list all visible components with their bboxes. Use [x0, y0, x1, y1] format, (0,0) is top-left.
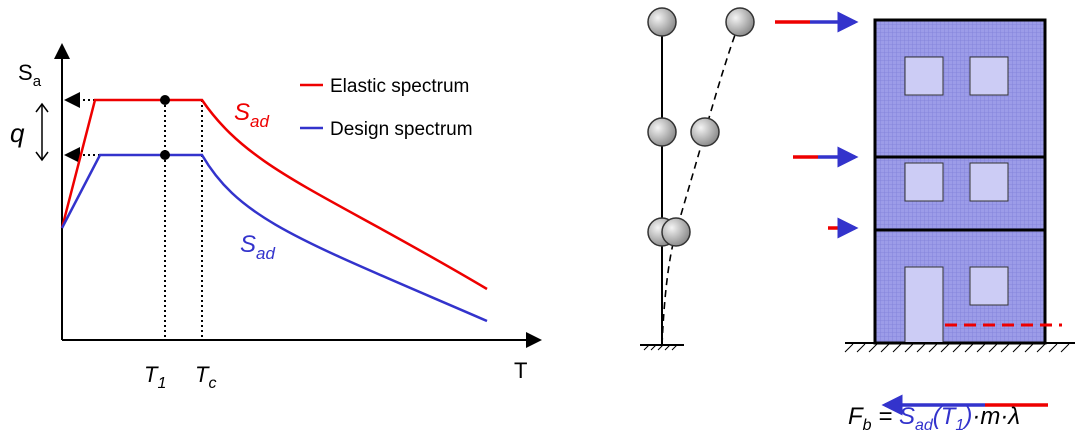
q-label: q	[10, 118, 25, 148]
legend-label: Elastic spectrum	[330, 76, 469, 97]
design-curve	[60, 153, 488, 323]
elastic-curve	[60, 98, 488, 291]
y-axis-label: Sa	[18, 60, 42, 90]
q-arrow	[35, 102, 49, 162]
x-axis-label: T	[514, 358, 527, 383]
formula: Fb = Sad(T1)·m·λ	[848, 403, 1020, 430]
spectrum-chart: Elastic spectrum Design spectrum Sa q Sa…	[10, 43, 542, 392]
building	[775, 11, 1075, 416]
point	[160, 150, 170, 160]
point	[160, 95, 170, 105]
legend-label: Design spectrum	[330, 119, 473, 140]
oscillator	[640, 7, 755, 351]
tc-label: Tc	[195, 362, 216, 392]
elastic-label: Sad	[234, 99, 269, 131]
t1-label: T1	[144, 362, 166, 392]
design-label: Sad	[240, 231, 275, 263]
